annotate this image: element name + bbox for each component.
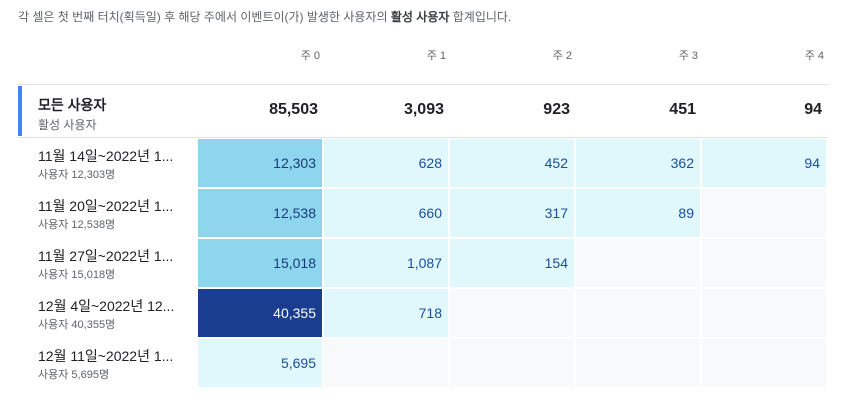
cohort-row[interactable]: 11월 27일~2022년 1... 사용자 15,018명 15,018 1,…: [18, 239, 828, 287]
cohort-cell[interactable]: 5,695: [198, 339, 322, 387]
cohort-row-label: 11월 27일~2022년 1...: [38, 248, 174, 264]
cohort-cell[interactable]: [702, 339, 826, 387]
total-row[interactable]: 모든 사용자 활성 사용자 85,503 3,093 923 451 94: [18, 84, 828, 138]
cohort-cell[interactable]: 154: [450, 239, 574, 287]
cohort-cell[interactable]: 89: [576, 189, 700, 237]
cohort-row-sub: 사용자 15,018명: [38, 269, 116, 281]
cohort-row[interactable]: 11월 20일~2022년 1... 사용자 12,538명 12,538 66…: [18, 189, 828, 237]
cohort-cell[interactable]: 660: [324, 189, 448, 237]
week-header-0: 주 0: [300, 50, 320, 62]
total-value-week3: 451: [669, 101, 696, 118]
week-header-1: 주 1: [426, 50, 446, 62]
total-value-week1: 3,093: [403, 101, 444, 118]
cohort-cell[interactable]: [576, 289, 700, 337]
cohort-cell[interactable]: [702, 289, 826, 337]
cohort-cell[interactable]: 1,087: [324, 239, 448, 287]
cohort-cell[interactable]: 628: [324, 139, 448, 187]
description-part3: 합계입니다.: [449, 10, 512, 24]
total-row-accent: [18, 86, 22, 136]
total-sub-label: 활성 사용자: [38, 118, 97, 132]
table-description: 각 셀은 첫 번째 터치(획득일) 후 해당 주에서 이벤트이(가) 발생한 사…: [18, 8, 838, 25]
cohort-cell[interactable]: 40,355: [198, 289, 322, 337]
cohort-row-sub: 사용자 5,695명: [38, 369, 110, 381]
cohort-row[interactable]: 12월 4일~2022년 12... 사용자 40,355명 40,355 71…: [18, 289, 828, 337]
week-header-3: 주 3: [678, 50, 698, 62]
cohort-row-label: 11월 20일~2022년 1...: [38, 198, 174, 214]
cohort-cell[interactable]: [576, 239, 700, 287]
cohort-cell[interactable]: 94: [702, 139, 826, 187]
cohort-row-sub: 사용자 12,538명: [38, 219, 116, 231]
description-part2: 사용자의: [340, 10, 391, 24]
cohort-cell[interactable]: 317: [450, 189, 574, 237]
cohort-cell[interactable]: [576, 339, 700, 387]
cohort-row[interactable]: 12월 11일~2022년 1... 사용자 5,695명 5,695: [18, 339, 828, 387]
week-header-4: 주 4: [804, 50, 824, 62]
cohort-cell[interactable]: 718: [324, 289, 448, 337]
cohort-cell[interactable]: 12,538: [198, 189, 322, 237]
cohort-row-sub: 사용자 40,355명: [38, 319, 116, 331]
cohort-cell[interactable]: 362: [576, 139, 700, 187]
cohort-cell[interactable]: [450, 339, 574, 387]
description-metric: 활성 사용자: [390, 10, 450, 24]
total-value-week2: 923: [543, 101, 570, 118]
cohort-row-label: 11월 14일~2022년 1...: [38, 148, 174, 164]
cohort-cell[interactable]: [450, 289, 574, 337]
cohort-row-label: 12월 11일~2022년 1...: [38, 348, 174, 364]
total-label: 모든 사용자: [38, 97, 107, 113]
cohort-cell[interactable]: [702, 239, 826, 287]
cohort-cell[interactable]: 15,018: [198, 239, 322, 287]
cohort-cell[interactable]: [324, 339, 448, 387]
cohort-cell[interactable]: 12,303: [198, 139, 322, 187]
cohort-row-label: 12월 4일~2022년 12...: [38, 298, 175, 314]
cohort-cell[interactable]: [702, 189, 826, 237]
total-value-week4: 94: [804, 101, 822, 118]
cohort-row-sub: 사용자 12,303명: [38, 169, 116, 181]
total-value-week0: 85,503: [269, 101, 318, 118]
description-part1: 각 셀은 첫 번째 터치(획득일) 후 해당 주에서: [18, 10, 241, 24]
cohort-row[interactable]: 11월 14일~2022년 1... 사용자 12,303명 12,303 62…: [18, 139, 828, 187]
cohort-cell[interactable]: 452: [450, 139, 574, 187]
week-header-2: 주 2: [552, 50, 572, 62]
description-event: 이벤트이(가) 발생한: [240, 10, 341, 24]
